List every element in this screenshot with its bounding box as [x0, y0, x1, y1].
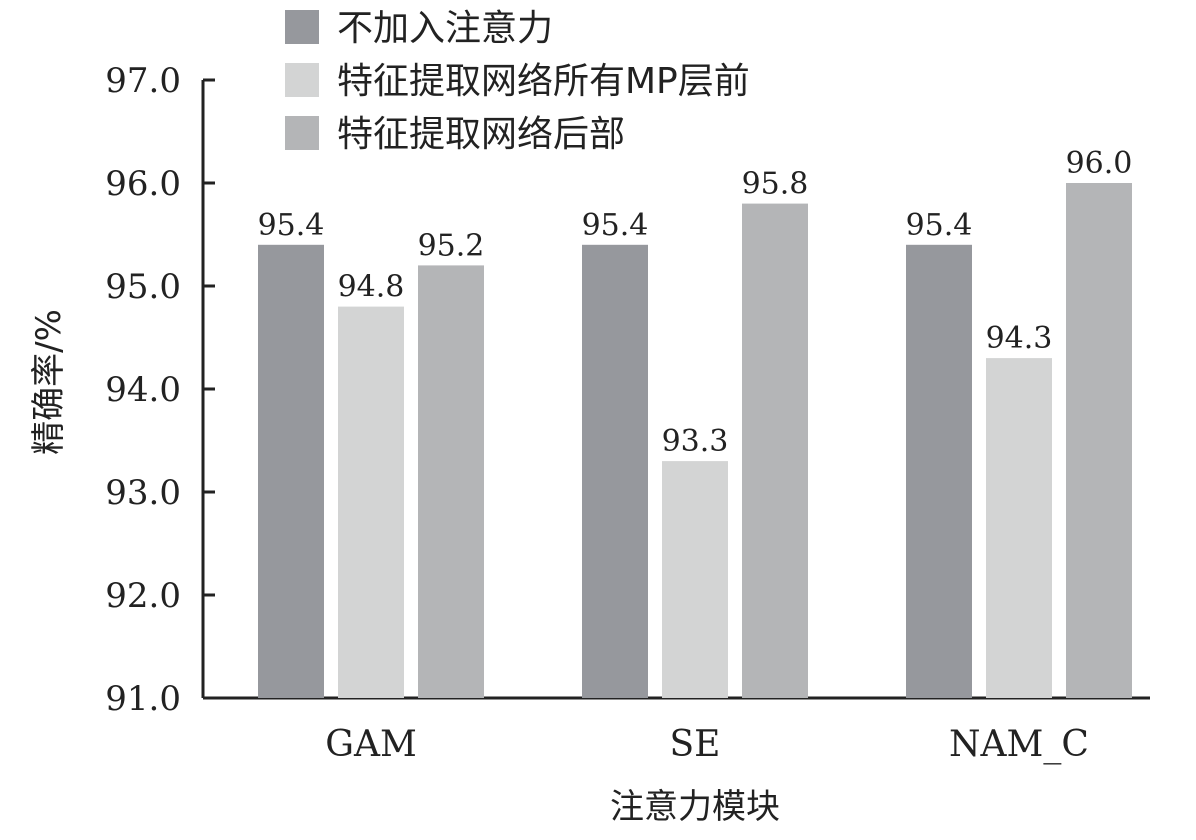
legend-label: 不加入注意力: [337, 8, 553, 49]
bar-gam-series-1: [258, 244, 324, 699]
data-label: 94.8: [338, 270, 405, 305]
legend-label: 特征提取网络后部: [337, 114, 625, 155]
bar-se-series-1: [582, 244, 648, 699]
x-tick-label: SE: [670, 724, 721, 765]
data-label: 96.0: [1066, 146, 1133, 181]
data-labels: 95.4 94.8 95.2 95.4 93.3 95.8 95.4 94.3 96.0: [258, 146, 1133, 459]
data-label: 95.4: [258, 208, 325, 243]
y-axis: 91.0 92.0 93.0 94.0 95.0 96.0 97.0: [105, 61, 215, 719]
x-axis: GAM SE NAM_C: [203, 696, 1150, 765]
y-tick-label: 97.0: [105, 61, 181, 101]
data-label: 95.8: [742, 167, 809, 202]
bar-se-series-2: [662, 461, 728, 698]
data-label: 95.2: [418, 228, 485, 263]
bar-gam-series-3: [418, 265, 484, 698]
legend-swatch: [285, 10, 319, 44]
legend-label: 特征提取网络所有MP层前: [337, 61, 750, 102]
y-axis-title: 精确率/%: [29, 309, 69, 455]
y-tick-label: 95.0: [105, 267, 181, 307]
bar-se-series-3: [742, 203, 808, 698]
y-tick-label: 91.0: [105, 679, 181, 719]
y-tick-label: 96.0: [105, 164, 181, 204]
x-tick-label: GAM: [325, 724, 417, 765]
bar-nam_c-series-3: [1066, 183, 1132, 698]
legend-swatch: [285, 63, 319, 97]
data-label: 95.4: [582, 208, 649, 243]
bars: [258, 183, 1132, 699]
bar-gam-series-2: [338, 306, 404, 698]
bar-nam_c-series-2: [986, 358, 1052, 698]
legend-swatch: [285, 116, 319, 150]
data-label: 93.3: [662, 424, 729, 459]
x-tick-label: NAM_C: [949, 724, 1089, 765]
bar-nam_c-series-1: [906, 244, 972, 699]
data-label: 95.4: [906, 208, 973, 243]
y-tick-label: 93.0: [105, 473, 181, 513]
x-axis-title: 注意力模块: [610, 787, 780, 827]
data-label: 94.3: [986, 321, 1053, 356]
y-tick-label: 94.0: [105, 370, 181, 410]
y-tick-label: 92.0: [105, 576, 181, 616]
